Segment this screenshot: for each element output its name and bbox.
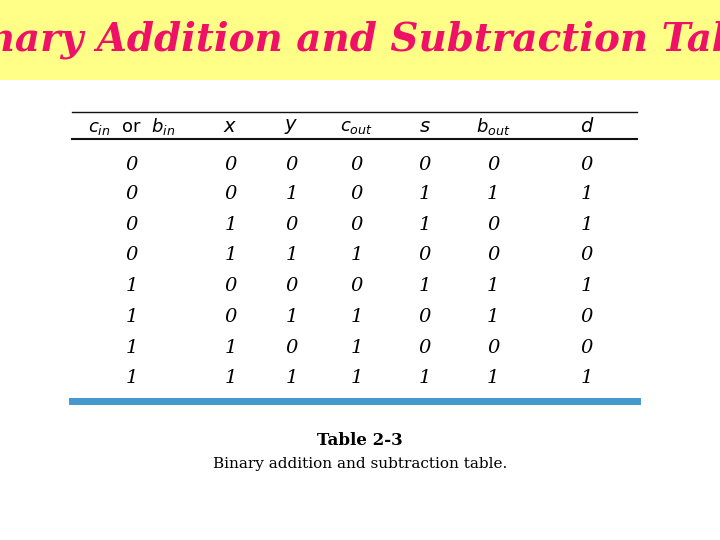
Text: 0: 0 [580,156,593,174]
Text: 0: 0 [418,246,431,265]
Text: 0: 0 [487,216,500,234]
Text: 1: 1 [224,369,237,387]
Text: 0: 0 [418,339,431,357]
Text: 1: 1 [418,216,431,234]
Text: 1: 1 [580,216,593,234]
Text: $\mathit{s}$: $\mathit{s}$ [419,117,431,137]
Text: 0: 0 [224,308,237,326]
Text: $\mathit{d}$: $\mathit{d}$ [580,117,594,137]
Text: 0: 0 [418,156,431,174]
Text: 1: 1 [224,216,237,234]
Text: 1: 1 [487,277,500,295]
FancyBboxPatch shape [0,80,720,540]
Text: 0: 0 [350,216,363,234]
Text: 0: 0 [125,216,138,234]
Text: 0: 0 [350,277,363,295]
Text: 1: 1 [418,369,431,387]
Text: 0: 0 [125,246,138,265]
Text: 0: 0 [418,308,431,326]
Text: 0: 0 [487,246,500,265]
Text: Binary Addition and Subtraction Table: Binary Addition and Subtraction Table [0,21,720,59]
Text: 1: 1 [350,246,363,265]
Text: 1: 1 [580,277,593,295]
Text: 1: 1 [125,277,138,295]
Text: $\mathit{x}$: $\mathit{x}$ [223,117,238,137]
Text: 0: 0 [125,156,138,174]
Text: 1: 1 [285,308,298,326]
Text: 0: 0 [285,216,298,234]
Text: 1: 1 [125,308,138,326]
Text: 0: 0 [285,156,298,174]
Text: Binary addition and subtraction table.: Binary addition and subtraction table. [213,457,507,471]
Text: 1: 1 [285,185,298,204]
Text: 1: 1 [580,369,593,387]
Text: 1: 1 [580,185,593,204]
Text: 1: 1 [125,369,138,387]
Text: $\mathit{c}_{\mathit{in}}$  or  $\mathit{b}_{\mathit{in}}$: $\mathit{c}_{\mathit{in}}$ or $\mathit{b… [88,117,175,137]
Text: 1: 1 [418,277,431,295]
Text: 1: 1 [285,369,298,387]
Text: 1: 1 [487,185,500,204]
Text: 0: 0 [224,277,237,295]
Text: 1: 1 [285,246,298,265]
Text: 1: 1 [350,339,363,357]
Text: 0: 0 [224,156,237,174]
Text: 0: 0 [487,156,500,174]
Text: 1: 1 [224,339,237,357]
Text: 0: 0 [285,339,298,357]
Text: 0: 0 [224,185,237,204]
Text: 0: 0 [580,339,593,357]
FancyBboxPatch shape [0,0,720,80]
Text: Table 2-3: Table 2-3 [317,431,403,449]
Text: 1: 1 [418,185,431,204]
Text: 1: 1 [125,339,138,357]
Text: 1: 1 [487,369,500,387]
Text: 0: 0 [350,156,363,174]
Text: 1: 1 [350,369,363,387]
Text: 0: 0 [487,339,500,357]
Text: 1: 1 [350,308,363,326]
Text: 0: 0 [580,308,593,326]
Text: 0: 0 [125,185,138,204]
Text: 0: 0 [350,185,363,204]
Text: $\mathit{b}_{\mathit{out}}$: $\mathit{b}_{\mathit{out}}$ [476,117,510,137]
Text: $\mathit{c}_{\mathit{out}}$: $\mathit{c}_{\mathit{out}}$ [340,118,373,136]
Text: 1: 1 [224,246,237,265]
Text: $\mathit{y}$: $\mathit{y}$ [284,117,299,137]
Text: 0: 0 [285,277,298,295]
Text: 0: 0 [580,246,593,265]
Text: 1: 1 [487,308,500,326]
